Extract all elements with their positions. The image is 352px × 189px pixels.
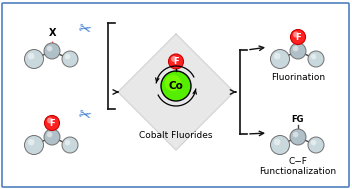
Text: Fluorination: Fluorination — [271, 73, 325, 81]
Circle shape — [290, 129, 306, 145]
Circle shape — [311, 54, 316, 59]
Circle shape — [62, 51, 78, 67]
Circle shape — [293, 46, 298, 51]
Circle shape — [274, 139, 281, 146]
Polygon shape — [118, 34, 234, 150]
Text: F: F — [295, 33, 301, 42]
Circle shape — [65, 54, 70, 59]
Circle shape — [274, 53, 281, 60]
Text: Functionalization: Functionalization — [259, 167, 337, 176]
Circle shape — [308, 137, 324, 153]
Circle shape — [290, 43, 306, 59]
Circle shape — [62, 137, 78, 153]
Circle shape — [293, 32, 299, 37]
Circle shape — [28, 139, 34, 146]
Circle shape — [311, 140, 316, 145]
Circle shape — [65, 140, 70, 145]
Circle shape — [44, 43, 60, 59]
Circle shape — [47, 118, 53, 123]
Circle shape — [47, 46, 52, 51]
Circle shape — [165, 75, 181, 91]
Text: ✂: ✂ — [76, 20, 92, 38]
Circle shape — [47, 132, 52, 137]
Circle shape — [44, 115, 59, 130]
Text: F: F — [173, 57, 179, 66]
Circle shape — [270, 50, 289, 68]
Circle shape — [290, 29, 306, 44]
Circle shape — [44, 129, 60, 145]
Circle shape — [28, 53, 34, 60]
Circle shape — [25, 50, 44, 68]
Text: C−F: C−F — [289, 156, 307, 166]
Circle shape — [270, 136, 289, 154]
Circle shape — [25, 136, 44, 154]
Text: F: F — [49, 119, 55, 128]
Text: X: X — [49, 28, 57, 38]
Text: Cobalt Fluorides: Cobalt Fluorides — [139, 132, 213, 140]
Circle shape — [161, 71, 191, 101]
Circle shape — [169, 54, 183, 69]
Circle shape — [171, 56, 177, 62]
Circle shape — [308, 51, 324, 67]
Text: ✂: ✂ — [76, 106, 92, 124]
Circle shape — [293, 132, 298, 137]
Text: FG: FG — [292, 115, 304, 123]
Text: Co: Co — [169, 81, 183, 91]
